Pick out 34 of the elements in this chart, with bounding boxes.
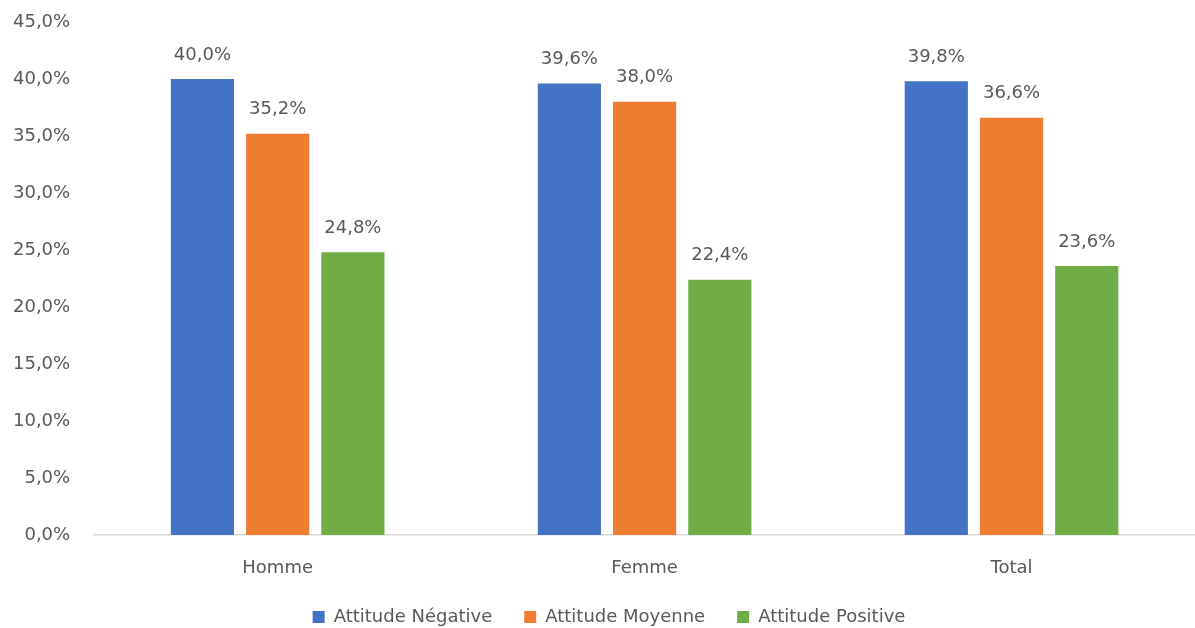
y-tick-label: 35,0% [12, 123, 71, 145]
legend-label: Attitude Négative [333, 604, 493, 626]
y-tick-label: 45,0% [12, 9, 71, 31]
legend-label: Attitude Positive [758, 604, 906, 626]
y-tick-label: 25,0% [12, 237, 71, 259]
y-tick-label: 5,0% [24, 465, 71, 487]
data-label: 22,4% [691, 243, 749, 265]
data-label: 39,8% [907, 44, 965, 66]
bar [246, 133, 310, 535]
data-label: 35,2% [249, 97, 307, 119]
y-tick-label: 40,0% [12, 66, 71, 88]
legend-label: Attitude Moyenne [545, 604, 706, 626]
bar [1055, 265, 1119, 535]
data-label: 38,0% [616, 65, 674, 87]
data-label: 36,6% [982, 81, 1041, 103]
bar [904, 81, 968, 535]
data-label: 23,6% [1058, 229, 1116, 251]
x-tick-label: Total [989, 556, 1033, 578]
bar [613, 101, 677, 535]
bar [688, 279, 752, 535]
y-tick-label: 0,0% [24, 522, 71, 544]
y-tick-label: 30,0% [12, 180, 71, 202]
bar [979, 117, 1044, 535]
data-label: 24,8% [324, 215, 382, 237]
data-label: 39,6% [540, 47, 598, 69]
y-tick-label: 20,0% [12, 294, 71, 316]
x-tick-label: Femme [611, 556, 678, 578]
bar [537, 83, 601, 535]
y-tick-label: 10,0% [12, 408, 71, 430]
bar [321, 252, 385, 535]
y-tick-label: 15,0% [12, 351, 71, 373]
x-tick-label: Homme [242, 556, 313, 578]
bar [170, 79, 235, 535]
data-label: 40,0% [173, 42, 232, 64]
